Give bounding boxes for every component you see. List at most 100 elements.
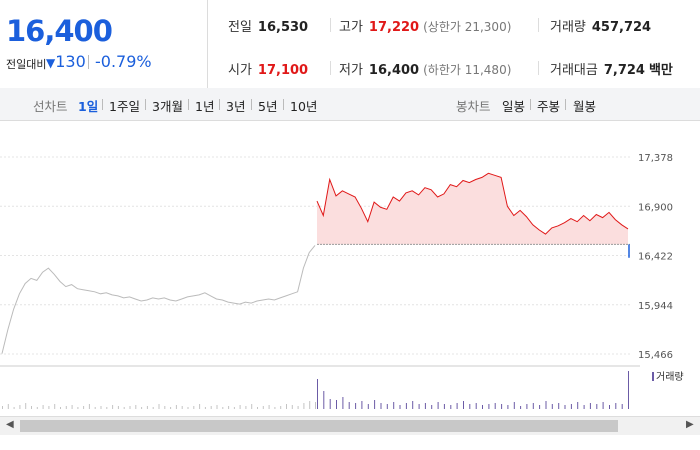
divider: [219, 99, 220, 110]
volume-bar: [112, 405, 114, 409]
volume-bar: [367, 404, 369, 409]
y-tick-label: 16,900: [638, 202, 673, 213]
divider: [538, 61, 539, 75]
volume-bar: [443, 404, 445, 409]
tab-3year[interactable]: 3년: [226, 99, 246, 114]
tab-5year[interactable]: 5년: [258, 99, 278, 114]
volume-bar: [54, 404, 56, 409]
volume-bar: [507, 405, 509, 409]
divider: [330, 18, 331, 32]
divider: [145, 99, 146, 110]
tab-1year[interactable]: 1년: [195, 99, 215, 114]
tab-10year[interactable]: 10년: [290, 99, 318, 114]
today-area-fill: [317, 173, 628, 245]
tab-monthly-candle[interactable]: 월봉: [573, 99, 597, 114]
volume-bar: [129, 406, 131, 409]
volume-bar: [628, 371, 629, 409]
volume-bar: [274, 407, 276, 409]
volume-bar: [361, 401, 363, 409]
volume-bar: [65, 406, 67, 409]
volume-bar: [164, 406, 166, 409]
amount-unit: 백만: [648, 63, 673, 78]
y-tick-label: 15,944: [638, 301, 673, 312]
volume-bar: [329, 399, 331, 409]
y-tick-label: 16,422: [638, 252, 673, 263]
prev-close-label: 전일: [228, 20, 252, 35]
volume-bar: [216, 405, 218, 409]
volume-bar: [210, 406, 212, 409]
volume-bar: [520, 406, 522, 409]
volume-bar: [83, 406, 85, 409]
price-chart[interactable]: 17,378 16,900 16,422 15,944 15,466 거래량: [0, 121, 700, 417]
volume-bar: [621, 404, 623, 409]
tab-1week[interactable]: 1주일: [109, 99, 140, 114]
volume-bar: [526, 404, 528, 409]
prev-close-value: 16,530: [257, 20, 309, 35]
change-percent: -0.79%: [95, 52, 152, 71]
volume: 거래량 457,724: [550, 16, 651, 35]
volume-bar: [488, 404, 490, 409]
volume-bar: [475, 403, 477, 409]
chart-svg: 17,378 16,900 16,422 15,944 15,466 거래량: [0, 153, 684, 409]
scroll-left-icon[interactable]: ◀: [6, 419, 14, 430]
volume-bar: [13, 407, 15, 409]
tab-3month[interactable]: 3개월: [152, 99, 183, 114]
low-value: 16,400: [368, 63, 420, 78]
candle-chart-label: 봉차트: [456, 99, 491, 114]
volume-bar: [94, 407, 96, 409]
y-tick-label: 15,466: [638, 350, 673, 361]
prev-close: 전일 16,530: [228, 16, 308, 35]
volume-bar: [589, 403, 591, 409]
volume-bar: [317, 379, 318, 409]
divider: [102, 99, 103, 110]
volume-bar: [494, 403, 496, 409]
volume-bar: [386, 404, 388, 409]
volume-bar: [309, 401, 311, 409]
volume-bar: [315, 402, 316, 409]
volume-bar: [181, 406, 183, 409]
trade-amount: 거래대금 7,724 백만: [550, 59, 673, 78]
volume-bar: [450, 405, 452, 409]
volume-bar: [348, 402, 350, 409]
volume-bar: [175, 405, 177, 409]
volume-bar: [286, 404, 287, 409]
volume-bar: [405, 403, 407, 409]
volume-bar: [31, 406, 32, 409]
volume-bar: [570, 404, 572, 409]
volume-bar: [374, 400, 376, 409]
chart-scrollbar[interactable]: ◀ ▶: [0, 416, 700, 435]
volume-bar: [336, 400, 337, 409]
current-price: 16,400: [6, 14, 113, 48]
change-value: ▼130: [46, 52, 86, 71]
volume-bars: [2, 371, 629, 409]
tab-1day[interactable]: 1일: [78, 99, 99, 114]
amount-label: 거래대금: [550, 63, 598, 78]
volume-bar: [564, 405, 566, 409]
scroll-right-icon[interactable]: ▶: [686, 419, 694, 430]
volume-bar: [60, 407, 61, 409]
high-price: 고가 17,220 (상한가 21,300): [339, 16, 511, 35]
volume-bar: [399, 405, 401, 409]
tab-daily-candle[interactable]: 일봉: [502, 99, 526, 114]
volume-bar: [135, 405, 137, 409]
volume-bar: [545, 401, 547, 409]
volume-bar: [48, 406, 50, 409]
volume-label: 거래량: [550, 20, 586, 35]
volume-bar: [117, 406, 119, 409]
volume-bar: [36, 407, 38, 409]
volume-bar: [412, 401, 414, 409]
volume-bar: [106, 407, 108, 409]
divider: [530, 99, 531, 110]
volume-bar: [291, 405, 293, 409]
volume-bar: [71, 405, 73, 409]
volume-bar: [501, 404, 503, 409]
volume-bar: [393, 402, 395, 409]
volume-bar: [222, 407, 224, 409]
scroll-thumb[interactable]: [20, 420, 618, 432]
tab-weekly-candle[interactable]: 주봉: [537, 99, 561, 114]
change-amount: 130: [55, 52, 86, 71]
volume-bar: [25, 403, 27, 409]
divider: [88, 55, 89, 69]
volume-bar: [228, 406, 230, 409]
volume-legend: 거래량: [656, 371, 684, 383]
